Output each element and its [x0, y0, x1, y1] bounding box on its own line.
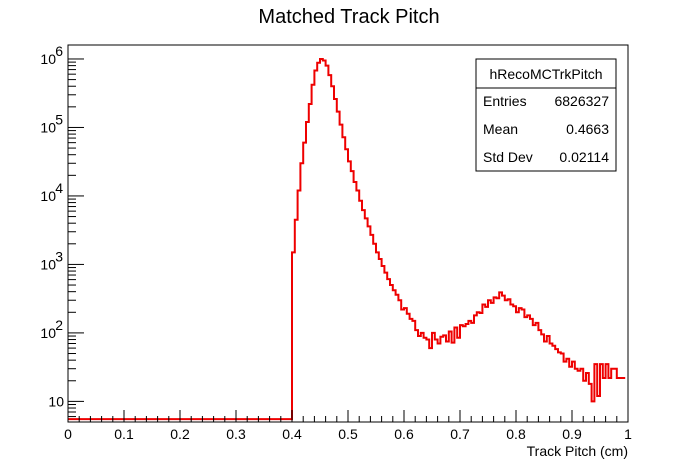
stats-histogram-name: hRecoMCTrkPitch: [489, 66, 602, 82]
stats-entries-value: 6826327: [554, 93, 609, 109]
y-tick-exponent: 2: [55, 317, 63, 333]
stats-mean-label: Mean: [483, 121, 518, 137]
x-tick-label: 0.2: [170, 426, 190, 442]
x-tick-label: 0: [64, 426, 72, 442]
y-tick-label: 10: [40, 188, 56, 204]
histogram-series-line: [68, 57, 626, 421]
y-tick-exponent: 6: [55, 43, 63, 59]
x-tick-label: 0.9: [562, 426, 582, 442]
x-tick-label: 0.5: [338, 426, 358, 442]
chart-title: Matched Track Pitch: [258, 6, 439, 28]
stats-mean-value: 0.4663: [566, 121, 609, 137]
x-tick-label: 0.3: [226, 426, 246, 442]
x-tick-label: 0.8: [506, 426, 526, 442]
x-tick-label: 1: [624, 426, 632, 442]
y-tick-label: 10: [40, 256, 56, 272]
x-tick-label: 0.7: [450, 426, 470, 442]
y-tick-label: 10: [40, 119, 56, 135]
x-tick-label: 0.6: [394, 426, 414, 442]
y-tick-exponent: 5: [55, 111, 63, 127]
stats-entries-label: Entries: [483, 93, 527, 109]
y-tick-label: 10: [48, 393, 64, 409]
histogram-layer: [68, 57, 626, 421]
x-axis-label: Track Pitch (cm): [527, 443, 628, 459]
x-tick-label: 0.4: [282, 426, 302, 442]
x-tick-label: 0.1: [114, 426, 134, 442]
stats-box: hRecoMCTrkPitch Entries 6826327 Mean 0.4…: [475, 58, 617, 172]
stats-box-frame: [475, 58, 617, 172]
stats-stddev-value: 0.02114: [559, 149, 609, 165]
stats-stddev-label: Std Dev: [483, 149, 533, 165]
y-tick-label: 10: [40, 325, 56, 341]
y-tick-exponent: 3: [55, 248, 63, 264]
y-tick-exponent: 4: [55, 180, 63, 196]
y-tick-label: 10: [40, 51, 56, 67]
x-axis: 0 0.1 0.2 0.3 0.4 0.5 0.6 0.7 0.8 0.9 1: [64, 410, 632, 442]
